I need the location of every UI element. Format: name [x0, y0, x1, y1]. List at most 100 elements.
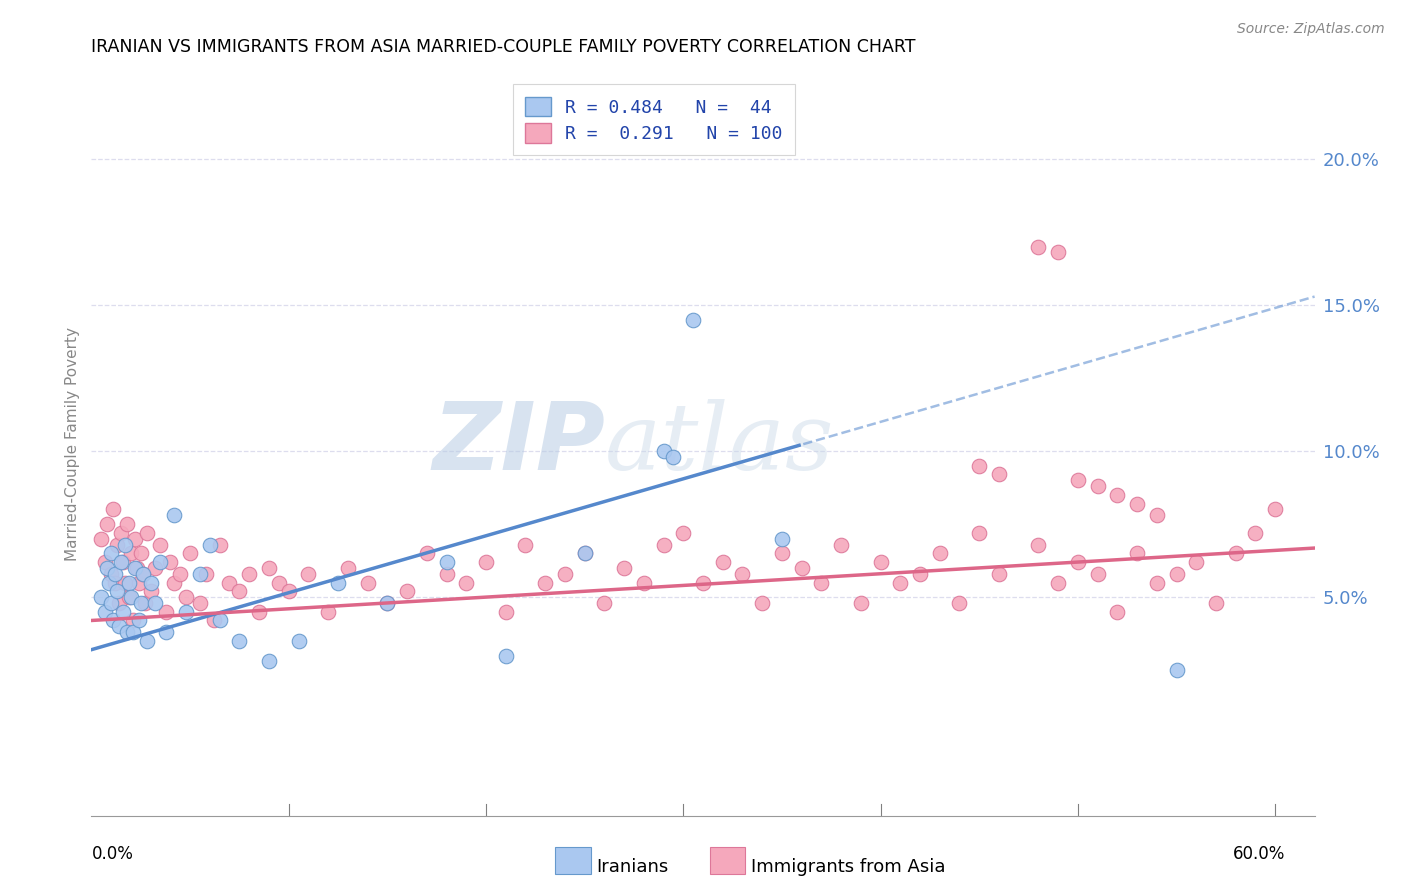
Point — [163, 575, 186, 590]
Point — [731, 566, 754, 581]
Point — [94, 555, 117, 569]
Point — [90, 590, 112, 604]
Point — [247, 605, 270, 619]
Point — [1264, 502, 1286, 516]
Point — [1225, 546, 1247, 560]
Point — [257, 654, 280, 668]
Point — [889, 575, 911, 590]
Point — [672, 525, 695, 540]
Point — [316, 605, 339, 619]
Point — [131, 566, 153, 581]
Point — [143, 561, 166, 575]
Point — [108, 596, 131, 610]
Point — [534, 575, 557, 590]
Point — [652, 444, 675, 458]
Point — [118, 575, 141, 590]
Point — [1146, 575, 1168, 590]
Point — [135, 634, 157, 648]
Point — [751, 596, 773, 610]
Point — [111, 605, 134, 619]
Point — [1126, 497, 1149, 511]
Point — [1166, 566, 1188, 581]
Point — [375, 596, 398, 610]
Point — [1047, 575, 1070, 590]
Point — [104, 575, 127, 590]
Point — [128, 614, 150, 628]
Point — [108, 619, 131, 633]
Point — [129, 546, 152, 560]
Point — [554, 566, 576, 581]
Point — [267, 575, 290, 590]
Point — [110, 555, 132, 569]
Point — [98, 575, 121, 590]
Point — [228, 584, 250, 599]
Point — [104, 566, 127, 581]
Point — [1185, 555, 1208, 569]
Point — [662, 450, 685, 464]
Point — [948, 596, 970, 610]
Text: 0.0%: 0.0% — [91, 846, 134, 863]
Point — [128, 575, 150, 590]
Point — [174, 605, 197, 619]
Point — [1244, 525, 1267, 540]
Point — [118, 590, 141, 604]
Point — [125, 561, 148, 575]
Point — [277, 584, 299, 599]
Point — [179, 546, 201, 560]
Point — [169, 566, 191, 581]
Point — [114, 537, 136, 551]
Point — [131, 566, 153, 581]
Point — [257, 561, 280, 575]
Point — [135, 525, 157, 540]
Point — [1028, 239, 1050, 253]
Point — [869, 555, 891, 569]
Point — [574, 546, 596, 560]
Point — [967, 458, 990, 473]
Point — [149, 555, 172, 569]
Point — [987, 467, 1010, 482]
Point — [105, 537, 128, 551]
Point — [515, 537, 537, 551]
Point — [790, 561, 813, 575]
Point — [613, 561, 636, 575]
Text: Iranians: Iranians — [596, 858, 668, 876]
Point — [770, 546, 793, 560]
Point — [202, 614, 225, 628]
Point — [692, 575, 714, 590]
Point — [129, 596, 152, 610]
Point — [134, 596, 156, 610]
Point — [159, 555, 181, 569]
Y-axis label: Married-Couple Family Poverty: Married-Couple Family Poverty — [65, 326, 80, 561]
Point — [124, 532, 146, 546]
Point — [188, 566, 211, 581]
Point — [908, 566, 931, 581]
Point — [208, 537, 231, 551]
Point — [1047, 245, 1070, 260]
Text: IRANIAN VS IMMIGRANTS FROM ASIA MARRIED-COUPLE FAMILY POVERTY CORRELATION CHART: IRANIAN VS IMMIGRANTS FROM ASIA MARRIED-… — [91, 38, 915, 56]
Point — [396, 584, 419, 599]
Point — [436, 566, 458, 581]
Point — [174, 590, 197, 604]
Text: Source: ZipAtlas.com: Source: ZipAtlas.com — [1237, 22, 1385, 37]
Point — [100, 596, 122, 610]
Point — [1067, 473, 1090, 487]
Point — [336, 561, 359, 575]
Point — [121, 625, 143, 640]
Point — [652, 537, 675, 551]
Point — [456, 575, 478, 590]
Point — [101, 502, 124, 516]
Point — [1146, 508, 1168, 523]
Point — [149, 537, 172, 551]
Point — [188, 596, 211, 610]
Point — [830, 537, 852, 551]
Point — [120, 590, 142, 604]
Point — [987, 566, 1010, 581]
Point — [574, 546, 596, 560]
Point — [120, 546, 142, 560]
Point — [1107, 488, 1129, 502]
Point — [115, 625, 138, 640]
Point — [155, 605, 177, 619]
Point — [1087, 566, 1109, 581]
Point — [111, 555, 134, 569]
Legend: R = 0.484   N =  44, R =  0.291   N = 100: R = 0.484 N = 44, R = 0.291 N = 100 — [513, 84, 796, 155]
